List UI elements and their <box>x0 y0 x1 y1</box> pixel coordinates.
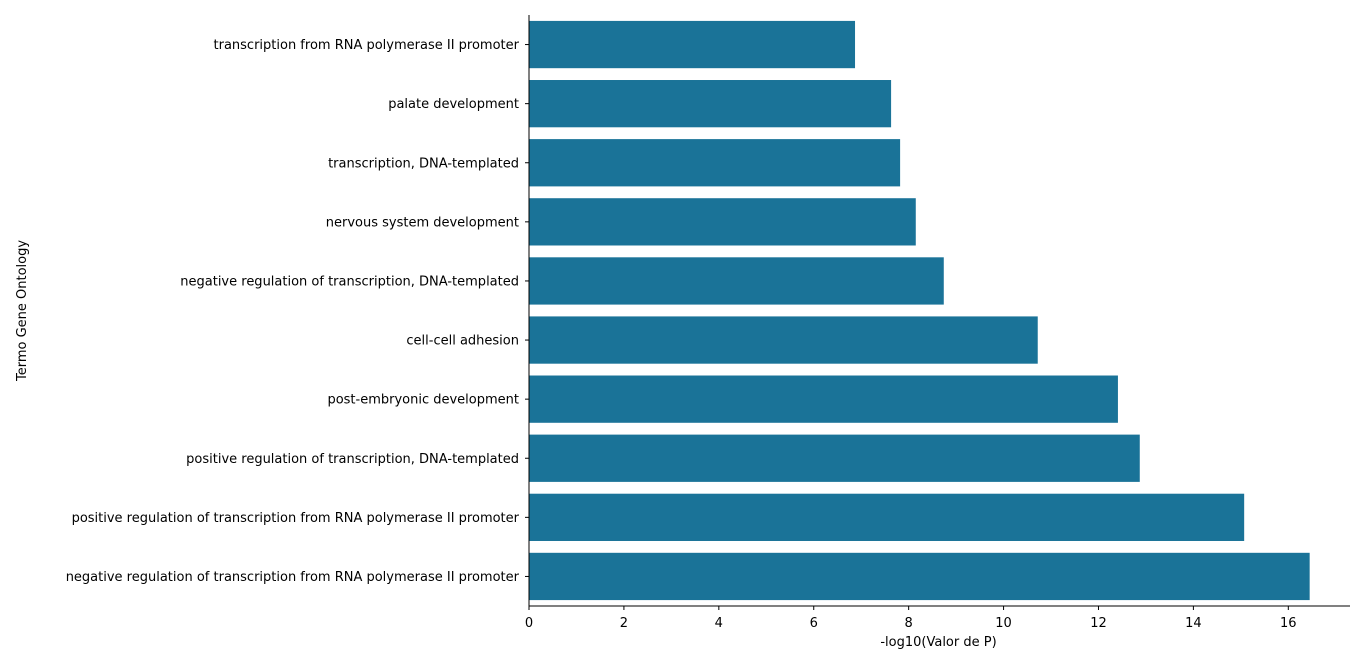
bar <box>529 375 1118 423</box>
bar <box>529 80 892 128</box>
category-label: positive regulation of transcription, DN… <box>186 452 519 467</box>
bar <box>529 493 1245 541</box>
x-tick-label: 10 <box>995 616 1012 631</box>
x-tick-label: 0 <box>525 616 533 631</box>
bar <box>529 316 1038 364</box>
y-axis-title: Termo Gene Ontology <box>15 240 30 382</box>
category-label: transcription, DNA-templated <box>328 156 519 171</box>
bar <box>529 552 1310 601</box>
bar <box>529 139 901 187</box>
category-label: nervous system development <box>326 215 519 230</box>
bar <box>529 257 944 305</box>
category-label: negative regulation of transcription, DN… <box>180 274 519 289</box>
x-tick-label: 6 <box>810 616 818 631</box>
category-label: post-embryonic development <box>327 393 519 408</box>
bar <box>529 20 856 69</box>
category-label: palate development <box>388 97 519 112</box>
x-axis-ticks: 0 2 4 6 8 10 12 14 16 <box>525 606 1297 631</box>
bars-group <box>529 20 1310 601</box>
bar <box>529 434 1140 482</box>
x-tick-label: 14 <box>1185 616 1202 631</box>
category-label: positive regulation of transcription fro… <box>72 511 520 526</box>
x-tick-label: 12 <box>1090 616 1107 631</box>
x-tick-label: 8 <box>905 616 913 631</box>
category-label: cell-cell adhesion <box>406 334 519 349</box>
x-axis-title: -log10(Valor de P) <box>880 635 996 650</box>
x-tick-label: 2 <box>620 616 628 631</box>
x-tick-label: 16 <box>1280 616 1297 631</box>
category-label: negative regulation of transcription fro… <box>66 570 520 585</box>
x-tick-label: 4 <box>715 616 723 631</box>
category-labels: transcription from RNA polymerase II pro… <box>66 38 529 585</box>
bar <box>529 198 916 246</box>
category-label: transcription from RNA polymerase II pro… <box>214 38 520 53</box>
